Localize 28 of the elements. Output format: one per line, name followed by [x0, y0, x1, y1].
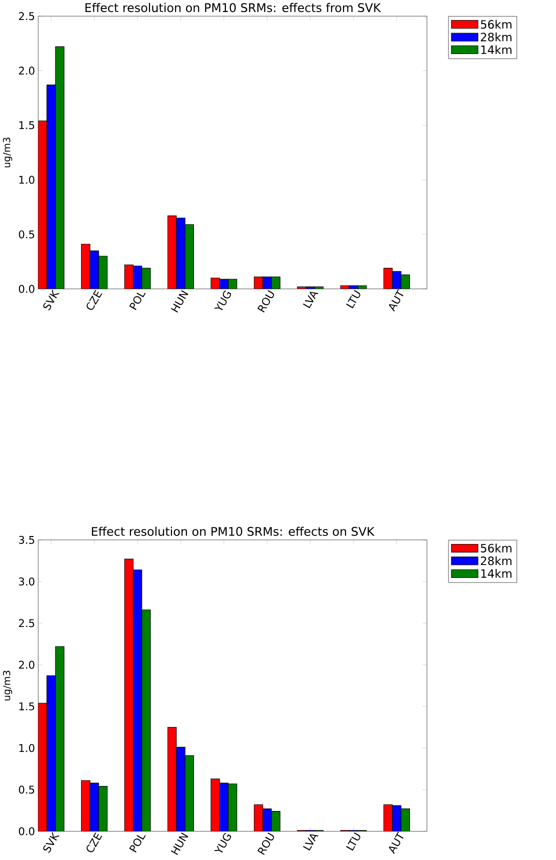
y-axis-title: ug/m3	[2, 138, 12, 168]
legend-label: 56km	[480, 544, 512, 553]
chart-title: Effect resolution on PM10 SRMs: effects from SVK	[86, 2, 382, 12]
legend-label: 56km	[480, 20, 512, 29]
x-tick-label: POL	[129, 292, 146, 310]
legend-label: 28km	[480, 32, 512, 42]
legend-label: 14km	[481, 568, 512, 578]
y-tick-label: 0.0	[18, 284, 34, 293]
y-tick-label: 3.5	[19, 536, 34, 544]
y-tick-label: 0.5	[18, 230, 34, 238]
y-tick-label: 2.5	[19, 619, 34, 628]
y-tick-label: 2.0	[19, 66, 34, 75]
x-tick-label: LVA	[302, 292, 318, 308]
chart-title: Effect resolution on PM10 SRMs: effects on SVK	[92, 526, 375, 536]
y-tick-label: 0.5	[18, 786, 34, 794]
y-axis-title: ug/m3	[2, 670, 12, 700]
y-tick-label: 2.5	[19, 12, 34, 20]
y-tick-label: 1.0	[19, 176, 34, 184]
y-tick-label: 1.0	[19, 744, 34, 752]
x-tick-label: POL	[129, 834, 146, 852]
legend-label: 14km	[481, 45, 512, 54]
y-tick-label: 0.0	[18, 827, 34, 836]
y-tick-label: 1.5	[19, 702, 34, 710]
y-tick-label: 3.0	[19, 578, 34, 586]
legend-label: 28km	[480, 556, 512, 566]
y-tick-label: 1.5	[19, 121, 34, 130]
y-tick-label: 2.0	[19, 660, 34, 669]
x-tick-label: LVA	[302, 834, 318, 851]
